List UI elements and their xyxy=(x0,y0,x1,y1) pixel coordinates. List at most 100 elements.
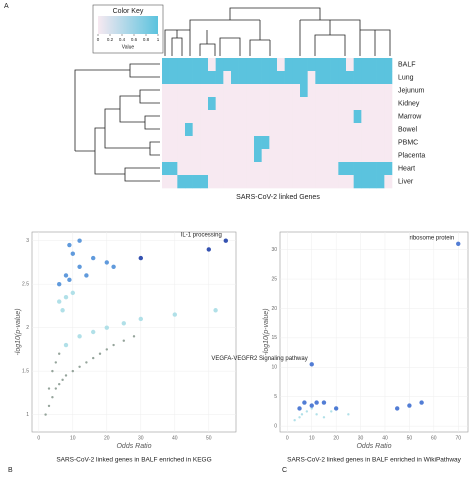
heatmap-cell xyxy=(338,162,347,176)
heatmap-cell xyxy=(376,175,385,189)
heatmap-cell xyxy=(315,123,324,137)
heatmap-cell xyxy=(192,97,201,111)
heatmap-cell xyxy=(208,149,216,163)
heatmap-cell xyxy=(376,162,385,176)
heatmap-cell xyxy=(376,58,385,72)
caption: SARS-CoV-2 linked genes in BALF enriched… xyxy=(56,457,211,464)
heatmap-cell xyxy=(323,162,331,176)
heatmap-cell xyxy=(323,123,331,137)
y-tick-label: 1.5 xyxy=(22,368,29,374)
heatmap-cell xyxy=(277,84,285,98)
heatmap-cell xyxy=(192,58,201,72)
heatmap-cell xyxy=(292,123,301,137)
color-key-label: Value xyxy=(122,44,135,50)
heatmap-cell xyxy=(361,97,370,111)
row-label: Jejunum xyxy=(398,87,425,94)
heatmap-cell xyxy=(238,175,247,189)
point xyxy=(121,321,127,326)
heatmap-cell xyxy=(215,110,224,124)
heatmap-cell xyxy=(269,84,278,98)
y-tick-label: 25 xyxy=(271,276,277,282)
heatmap-cell xyxy=(353,84,362,98)
heatmap-cell xyxy=(177,162,186,176)
x-tick-label: 10 xyxy=(309,435,315,441)
heatmap-cell xyxy=(192,123,201,137)
heatmap-cell xyxy=(177,71,186,85)
heatmap-cell xyxy=(307,149,316,163)
heatmap-cell xyxy=(192,136,201,150)
heatmap-cell xyxy=(315,136,324,150)
heatmap-cell xyxy=(353,136,362,150)
heatmap-cell xyxy=(292,162,301,176)
heatmap-cell xyxy=(307,84,316,98)
heatmap-cell xyxy=(192,149,201,163)
point xyxy=(309,403,314,408)
heatmap-cell xyxy=(300,84,308,98)
x-axis-label: SARS-CoV-2 linked Genes xyxy=(236,194,320,201)
heatmap-cell xyxy=(208,110,216,124)
heatmap-cell xyxy=(192,71,201,85)
heatmap-cell xyxy=(369,84,377,98)
point xyxy=(57,281,62,287)
heatmap-cell xyxy=(300,162,308,176)
heatmap-cell xyxy=(208,136,216,150)
heatmap-cell xyxy=(162,84,170,98)
heatmap-cell xyxy=(200,162,209,176)
y-tick-label: 0 xyxy=(274,423,277,429)
heatmap-cell xyxy=(246,97,255,111)
heatmap-cell xyxy=(315,71,324,85)
x-tick-label: 40 xyxy=(172,435,178,441)
heatmap-cell xyxy=(300,123,308,137)
heatmap-cell xyxy=(338,110,347,124)
heatmap-cell xyxy=(231,110,239,124)
heatmap-cell xyxy=(292,149,301,163)
point xyxy=(51,396,54,399)
heatmap-cell xyxy=(231,149,239,163)
heatmap-cell xyxy=(254,71,262,85)
color-key-tick-label: 0.4 xyxy=(119,37,126,42)
heatmap-cell xyxy=(208,123,216,137)
heatmap-cell xyxy=(330,123,339,137)
point xyxy=(310,407,313,410)
heatmap-cell xyxy=(284,123,293,137)
heatmap-cell xyxy=(284,149,293,163)
heatmap-cell xyxy=(177,84,186,98)
point xyxy=(63,295,69,300)
heatmap-cell xyxy=(330,149,339,163)
color-key-tick-label: 0.6 xyxy=(131,37,138,42)
heatmap-cell xyxy=(269,123,278,137)
heatmap-cell xyxy=(169,58,178,72)
heatmap-cell xyxy=(307,162,316,176)
y-tick-label: 5 xyxy=(274,394,277,400)
point xyxy=(54,387,57,390)
heatmap-cell xyxy=(238,136,247,150)
annotation: ribosome protein xyxy=(410,235,455,241)
heatmap-cell xyxy=(376,84,385,98)
heatmap-cell xyxy=(215,84,224,98)
heatmap-cell xyxy=(300,71,308,85)
point xyxy=(298,416,301,419)
heatmap-cell xyxy=(307,175,316,189)
y-tick-label: 20 xyxy=(271,306,277,312)
heatmap-cell xyxy=(269,175,278,189)
heatmap-cell xyxy=(346,110,354,124)
heatmap-cell xyxy=(330,110,339,124)
point xyxy=(57,299,62,304)
heatmap-cell xyxy=(254,123,262,137)
heatmap-cell xyxy=(346,84,354,98)
heatmap-cell xyxy=(330,175,339,189)
heatmap-cell xyxy=(185,97,193,111)
heatmap-cell xyxy=(315,58,324,72)
point xyxy=(456,241,461,246)
heatmap-cell xyxy=(384,84,393,98)
heatmap-cell xyxy=(254,58,262,72)
point xyxy=(54,361,57,364)
heatmap-cell xyxy=(185,123,193,137)
heatmap-cell xyxy=(338,123,347,137)
heatmap-cell xyxy=(307,97,316,111)
y-tick-label: 30 xyxy=(271,247,277,253)
heatmap-cell xyxy=(215,123,224,137)
heatmap-cell xyxy=(277,97,285,111)
heatmap-cell xyxy=(315,175,324,189)
